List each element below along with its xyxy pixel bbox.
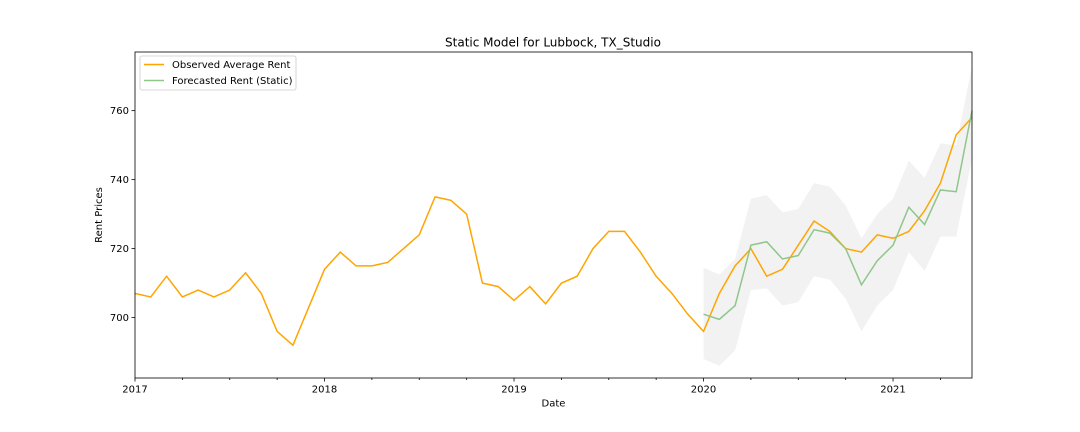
y-tick-label: 740 xyxy=(110,175,129,186)
x-tick-label: 2021 xyxy=(880,385,905,396)
legend-entry-forecast: Forecasted Rent (Static) xyxy=(172,76,293,87)
y-axis-label: Rent Prices xyxy=(94,187,105,243)
y-axis: 700 720 740 760 xyxy=(110,106,135,324)
x-axis: 2017 2018 2019 2020 2021 xyxy=(122,378,941,396)
plot-area xyxy=(134,65,973,366)
legend-box xyxy=(139,55,297,91)
y-tick-label: 760 xyxy=(110,106,129,117)
chart-title: Static Model for Lubbock, TX_Studio xyxy=(445,36,661,50)
x-tick-label: 2019 xyxy=(501,385,526,396)
series-line-forecast xyxy=(703,110,973,321)
x-tick-label: 2020 xyxy=(691,385,716,396)
x-axis-label: Date xyxy=(542,399,566,410)
legend: Observed Average Rent Forecasted Rent (S… xyxy=(139,55,297,91)
y-tick-label: 700 xyxy=(110,313,129,324)
forecast-interval-band xyxy=(703,65,972,366)
y-tick-label: 720 xyxy=(110,244,129,255)
x-tick-label: 2018 xyxy=(312,385,337,396)
legend-entry-observed: Observed Average Rent xyxy=(172,60,291,71)
x-tick-label: 2017 xyxy=(122,385,147,396)
plot-frame xyxy=(134,51,973,379)
series-line-observed xyxy=(134,117,973,347)
